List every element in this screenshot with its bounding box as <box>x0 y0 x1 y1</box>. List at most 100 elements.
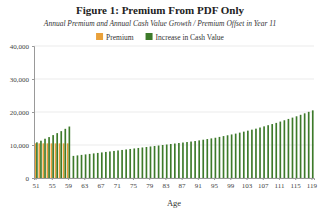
y-tick: 10,000 <box>10 142 34 150</box>
bar <box>117 150 119 178</box>
bar <box>174 144 176 178</box>
bar <box>259 128 261 178</box>
bar <box>43 143 45 178</box>
legend-label: Increase in Cash Value <box>156 33 225 42</box>
y-tick-label: 40,000 <box>10 43 30 51</box>
bar <box>150 146 152 178</box>
y-tick: 20,000 <box>10 109 34 117</box>
x-tick-label: 63 <box>81 182 89 190</box>
bar <box>312 110 314 178</box>
x-tick-mark <box>182 178 183 180</box>
bar <box>93 153 95 178</box>
y-tick-mark <box>32 178 34 179</box>
bar <box>247 131 249 178</box>
bar <box>52 135 54 178</box>
x-tick-label: 59 <box>65 182 73 190</box>
bar <box>113 151 115 178</box>
x-tick-label: 91 <box>195 182 203 190</box>
bar <box>109 151 111 178</box>
bar <box>125 149 127 178</box>
x-tick: 95 <box>211 178 219 190</box>
bar <box>47 143 49 178</box>
x-tick-label: 51 <box>33 182 41 190</box>
bar <box>48 137 50 178</box>
bar <box>81 155 83 178</box>
series <box>36 110 314 178</box>
bars <box>34 110 313 178</box>
bar <box>251 130 253 178</box>
bar <box>202 140 204 178</box>
x-tick-label: 107 <box>258 182 269 190</box>
bar <box>166 145 168 178</box>
x-tick-mark <box>117 178 118 180</box>
x-tick: 63 <box>81 178 89 190</box>
bar <box>56 133 58 178</box>
legend-swatch <box>146 33 153 40</box>
x-tick: 67 <box>97 178 105 190</box>
bar <box>178 143 180 178</box>
x-tick-mark <box>133 178 134 180</box>
bar <box>63 143 65 178</box>
x-axis-title: Age <box>167 198 181 208</box>
x-tick: 59 <box>65 178 73 190</box>
x-tick-mark <box>230 178 231 180</box>
bar <box>154 146 156 178</box>
x-tick-label: 79 <box>146 182 154 190</box>
bar <box>308 112 310 178</box>
bar <box>101 152 103 178</box>
bar <box>194 141 196 178</box>
bar <box>182 143 184 178</box>
bar <box>133 148 135 178</box>
subtitle: Annual Premium and Annual Cash Value Gro… <box>43 19 276 28</box>
x-tick: 115 <box>291 178 302 190</box>
y-tick-mark <box>32 46 34 47</box>
bar <box>89 154 91 178</box>
legend: Premium Increase in Cash Value <box>96 33 225 42</box>
bar <box>284 120 286 178</box>
y-tick-label: 20,000 <box>10 109 30 117</box>
x-tick: 79 <box>146 178 154 190</box>
x-tick-label: 99 <box>227 182 235 190</box>
bar <box>162 145 164 178</box>
chart: Figure 1: Premium From PDF OnlyAnnual Pr… <box>0 0 320 214</box>
legend-label: Premium <box>106 33 134 42</box>
x-tick-label: 115 <box>291 182 302 190</box>
y-tick-label: 0 <box>26 175 30 183</box>
bar <box>105 152 107 178</box>
x-tick: 91 <box>195 178 203 190</box>
bar <box>223 136 225 178</box>
x-tick-mark <box>247 178 248 180</box>
bar <box>296 116 298 178</box>
legend-item: Increase in Cash Value <box>146 33 225 42</box>
y-axis-line <box>32 47 35 179</box>
x-tick-mark <box>36 178 37 180</box>
bar <box>267 125 269 178</box>
bar <box>279 122 281 178</box>
bar <box>186 142 188 178</box>
bar <box>275 123 277 178</box>
y-tick-mark <box>32 79 34 80</box>
x-tick: 83 <box>162 178 170 190</box>
x-tick-label: 119 <box>307 182 318 190</box>
x-tick-label: 67 <box>97 182 105 190</box>
y-tick-mark <box>32 112 34 113</box>
x-axis-line <box>35 179 315 181</box>
x-tick-label: 95 <box>211 182 219 190</box>
bar <box>263 126 265 178</box>
bar <box>60 131 62 178</box>
bar <box>77 155 79 178</box>
bar <box>158 145 160 178</box>
bar <box>239 133 241 178</box>
bar <box>44 139 46 178</box>
bar <box>142 147 144 178</box>
x-tick: 51 <box>33 178 41 190</box>
bar <box>121 150 123 178</box>
bar <box>211 138 213 178</box>
y-axis: 010,00020,00030,00040,000 <box>10 43 35 183</box>
bar <box>67 143 69 178</box>
x-tick-label: 75 <box>130 182 138 190</box>
x-tick: 107 <box>258 178 269 190</box>
bar <box>190 142 192 178</box>
x-tick-mark <box>311 178 312 180</box>
bar <box>36 142 38 178</box>
